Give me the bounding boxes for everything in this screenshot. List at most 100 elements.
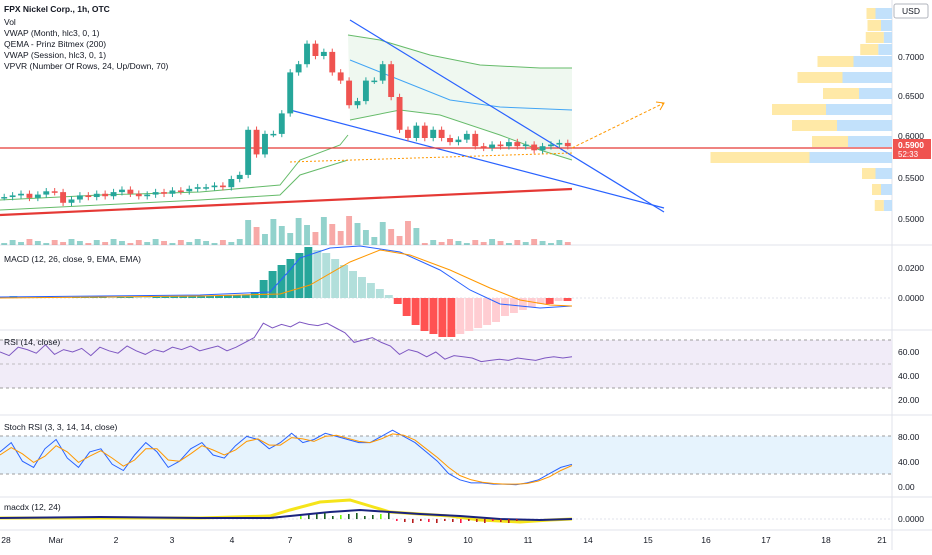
volume-bar (102, 242, 109, 245)
indicator-qema[interactable]: QEMA - Prinz Bitmex (200) (4, 39, 106, 49)
symbol-title[interactable]: FPX Nickel Corp., 1h, OTC (4, 4, 110, 14)
vpvr-row-down (865, 32, 884, 43)
vpvr-row-down (866, 8, 876, 19)
vpvr-row-down (772, 104, 826, 115)
volume-bar (18, 242, 24, 245)
volume-bar (119, 241, 125, 245)
candle-body (362, 80, 369, 102)
candle-body (127, 189, 134, 194)
indicator-vwap-session[interactable]: VWAP (Session, hlc3, 0, 1) (4, 50, 106, 60)
vpvr-row-down (817, 56, 854, 67)
macd-hist-bar (116, 296, 125, 298)
volume-bar (514, 240, 521, 245)
indicator-vol[interactable]: Vol (4, 17, 16, 27)
candle-body (236, 174, 243, 179)
macd-pane[interactable] (0, 245, 892, 337)
projection-arrow[interactable] (571, 102, 665, 149)
upper-trendline[interactable] (349, 19, 665, 213)
indicator-vwap-month[interactable]: VWAP (Month, hlc3, 0, 1) (4, 28, 100, 38)
macd-hist-bar (456, 298, 465, 334)
candle-body (60, 192, 67, 203)
macdx-hist-bar (516, 519, 518, 521)
candle-body (203, 187, 210, 189)
candle-body (177, 190, 184, 192)
vpvr-row-up (875, 8, 892, 19)
lower-trendline[interactable] (289, 109, 665, 209)
macd-hist-bar (286, 259, 295, 298)
macdx-hist-bar (444, 519, 446, 521)
stoch-rsi-pane[interactable] (0, 429, 892, 486)
macdx-hist-bar (460, 519, 462, 523)
macdx-pane[interactable] (0, 498, 892, 524)
price-pane[interactable] (0, 8, 892, 245)
candle-body (18, 193, 24, 196)
candle-body (455, 139, 462, 143)
vpvr-row-up (826, 104, 892, 115)
macdx-hist-bar (404, 519, 406, 522)
stoch-title[interactable]: Stoch RSI (3, 3, 14, 14, close) (4, 422, 118, 432)
macd-hist-bar (420, 298, 429, 331)
stoch-tick: 80.00 (898, 432, 920, 442)
macdx-hist-bar (412, 519, 414, 523)
time-tick: 18 (821, 535, 831, 545)
vpvr-row-down (812, 136, 848, 147)
currency-label[interactable]: USD (902, 6, 920, 16)
indicator-vpvr[interactable]: VPVR (Number Of Rows, 24, Up/Down, 70) (4, 61, 169, 71)
candles (1, 40, 571, 207)
price-axis[interactable]: USD 0.7000 0.6500 0.6000 0.5500 0.5000 0… (893, 3, 931, 524)
vpvr-row-down (823, 88, 859, 99)
volume-bar (304, 225, 310, 245)
candle-body (26, 193, 33, 198)
arrow-head-icon (655, 101, 665, 111)
macd-hist-bar (268, 271, 277, 298)
vpvr-row-up (842, 72, 892, 83)
volume-bar (26, 239, 33, 245)
candle-body (447, 138, 453, 143)
macd-hist-bar (349, 271, 357, 298)
candle-body (85, 195, 92, 198)
rsi-pane[interactable] (0, 321, 892, 389)
macdx-hist-bar (340, 515, 342, 519)
candle-body (354, 101, 361, 106)
time-tick: Mar (49, 535, 64, 545)
vpvr-row-up (881, 20, 892, 31)
macdx-hist-bar (308, 515, 310, 519)
candle-body (489, 144, 496, 148)
macdx-title[interactable]: macdx (12, 24) (4, 502, 61, 512)
vpvr-row-down (862, 168, 876, 179)
volume-bar (85, 243, 92, 245)
volume-bar (405, 221, 411, 245)
macdx-hist-bar (348, 514, 350, 519)
macd-hist-bar (402, 298, 411, 316)
candle-body (211, 185, 218, 188)
macd-line (0, 245, 573, 309)
time-tick: 15 (643, 535, 653, 545)
candle-body (497, 144, 504, 147)
macdx-hist-bar (420, 519, 422, 521)
volume-bar (169, 243, 176, 245)
trendlines[interactable] (0, 19, 892, 213)
volume-bar (556, 240, 563, 245)
candle-body (186, 188, 193, 192)
macd-hist-bar (375, 289, 384, 298)
rsi-title[interactable]: RSI (14, close) (4, 337, 60, 347)
candle-body (278, 113, 285, 134)
candle-body (76, 195, 83, 200)
macdx-hist-bar (428, 519, 430, 522)
time-tick: 7 (288, 535, 293, 545)
candle-body (68, 199, 75, 203)
candle-body (51, 191, 58, 193)
price-tick: 0.5500 (898, 173, 924, 183)
candle-body (371, 80, 378, 83)
macdx-hist-bar (356, 513, 358, 519)
time-axis[interactable]: 28 Mar 2 3 4 7 8 9 10 11 14 15 16 17 18 21 (1, 535, 887, 545)
candle-body (430, 129, 437, 138)
time-tick: 16 (701, 535, 711, 545)
price-tick: 0.6000 (898, 131, 924, 141)
candle-body (514, 142, 521, 147)
macd-title[interactable]: MACD (12, 26, close, 9, EMA, EMA) (4, 254, 141, 264)
macd-hist-bar (474, 298, 483, 328)
volume-bar (438, 242, 445, 245)
macdx-hist-bar (300, 516, 302, 519)
